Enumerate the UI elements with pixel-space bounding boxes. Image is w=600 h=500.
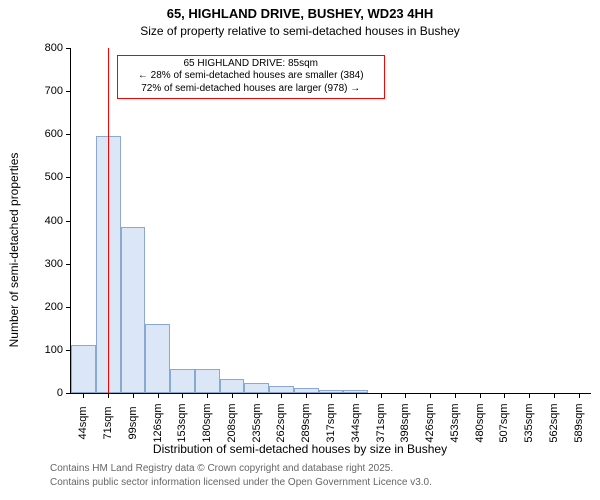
histogram-bar	[269, 386, 294, 393]
x-tick-label: 44sqm	[77, 406, 89, 439]
x-tick-label: 426sqm	[424, 403, 436, 442]
x-tick-label: 480sqm	[474, 403, 486, 442]
annotation-line: 65 HIGHLAND DRIVE: 85sqm	[122, 58, 380, 71]
x-tick-label: 208sqm	[226, 403, 238, 442]
footer-line1: Contains HM Land Registry data © Crown c…	[50, 463, 393, 474]
histogram-bar	[244, 383, 269, 393]
plot-area: 010020030040050060070080044sqm71sqm99sqm…	[70, 48, 591, 394]
y-tick	[66, 91, 71, 92]
x-tick-label: 371sqm	[375, 403, 387, 442]
y-tick-label: 200	[45, 301, 63, 313]
x-tick	[504, 393, 505, 398]
x-tick	[207, 393, 208, 398]
x-tick	[405, 393, 406, 398]
x-tick-label: 562sqm	[548, 403, 560, 442]
x-tick	[281, 393, 282, 398]
x-tick	[108, 393, 109, 398]
chart-title-line1: 65, HIGHLAND DRIVE, BUSHEY, WD23 4HH	[0, 6, 600, 21]
histogram-bar	[121, 227, 146, 393]
x-tick-label: 535sqm	[523, 403, 535, 442]
y-tick-label: 800	[45, 42, 63, 54]
x-tick	[430, 393, 431, 398]
x-tick-label: 99sqm	[127, 406, 139, 439]
x-tick	[381, 393, 382, 398]
x-tick	[158, 393, 159, 398]
x-tick	[554, 393, 555, 398]
histogram-bar	[170, 369, 195, 393]
y-tick	[66, 177, 71, 178]
chart-title-line2: Size of property relative to semi-detach…	[0, 24, 600, 38]
x-tick-label: 398sqm	[399, 403, 411, 442]
y-tick	[66, 134, 71, 135]
x-tick-label: 344sqm	[350, 403, 362, 442]
x-tick	[480, 393, 481, 398]
x-tick-label: 453sqm	[449, 403, 461, 442]
histogram-bar	[195, 369, 220, 393]
histogram-bar	[220, 379, 245, 393]
x-tick	[331, 393, 332, 398]
x-tick-label: 289sqm	[300, 403, 312, 442]
y-tick	[66, 48, 71, 49]
y-tick	[66, 307, 71, 308]
x-tick	[455, 393, 456, 398]
x-tick	[257, 393, 258, 398]
y-tick-label: 600	[45, 128, 63, 140]
x-tick	[306, 393, 307, 398]
y-tick-label: 0	[57, 387, 63, 399]
x-tick	[356, 393, 357, 398]
y-tick-label: 400	[45, 215, 63, 227]
x-tick-label: 235sqm	[251, 403, 263, 442]
y-axis-label: Number of semi-detached properties	[7, 153, 21, 348]
x-tick	[529, 393, 530, 398]
y-tick-label: 500	[45, 171, 63, 183]
annotation-line: ← 28% of semi-detached houses are smalle…	[122, 70, 380, 83]
annotation-line: 72% of semi-detached houses are larger (…	[122, 83, 380, 96]
x-tick-label: 262sqm	[275, 403, 287, 442]
x-tick	[83, 393, 84, 398]
x-axis-label: Distribution of semi-detached houses by …	[0, 442, 600, 456]
x-tick-label: 180sqm	[201, 403, 213, 442]
reference-line	[108, 48, 109, 393]
x-tick	[579, 393, 580, 398]
annotation-box: 65 HIGHLAND DRIVE: 85sqm← 28% of semi-de…	[117, 55, 385, 99]
y-tick-label: 300	[45, 258, 63, 270]
x-tick	[133, 393, 134, 398]
x-tick-label: 71sqm	[102, 406, 114, 439]
x-tick-label: 126sqm	[152, 403, 164, 442]
x-tick-label: 507sqm	[498, 403, 510, 442]
histogram-bar	[145, 324, 170, 393]
x-tick	[182, 393, 183, 398]
footer-line2: Contains public sector information licen…	[50, 477, 432, 488]
y-tick	[66, 221, 71, 222]
x-tick-label: 153sqm	[176, 403, 188, 442]
y-tick	[66, 264, 71, 265]
y-tick-label: 700	[45, 85, 63, 97]
x-tick-label: 589sqm	[573, 403, 585, 442]
y-tick	[66, 393, 71, 394]
x-tick-label: 317sqm	[325, 403, 337, 442]
histogram-bar	[71, 345, 96, 393]
y-tick-label: 100	[45, 344, 63, 356]
x-tick	[232, 393, 233, 398]
